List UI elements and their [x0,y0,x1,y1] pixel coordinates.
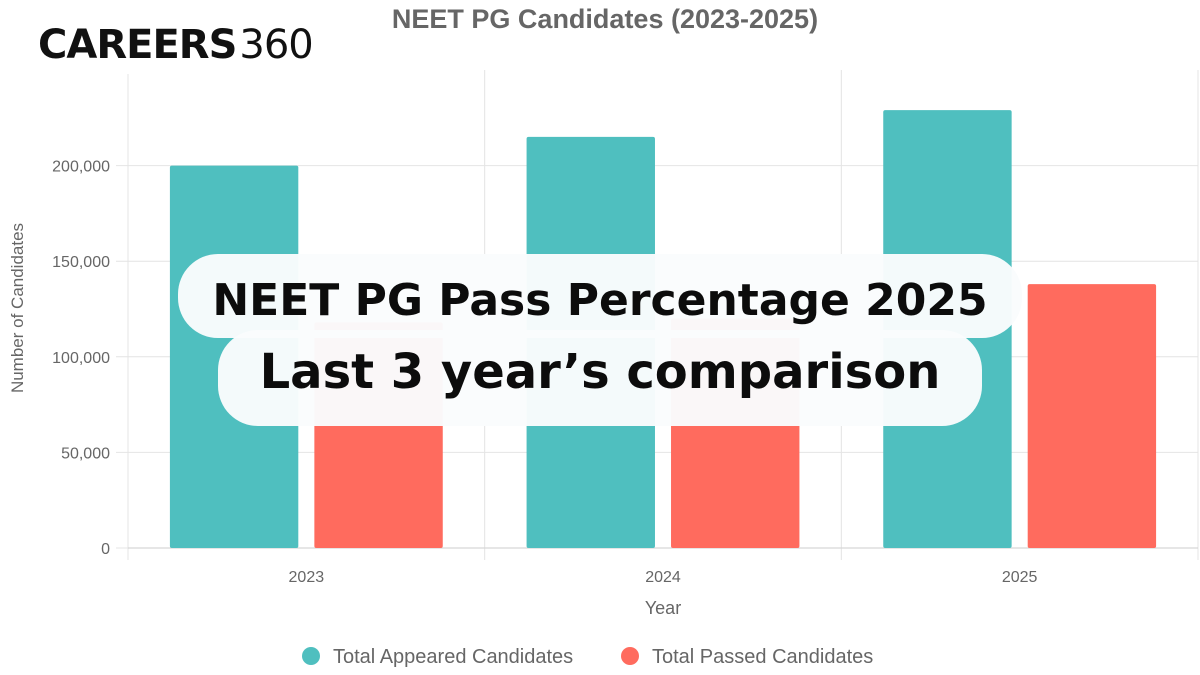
y-tick-label: 100,000 [52,350,110,367]
legend[interactable]: Total Appeared Candidates Total Passed Ca… [302,646,873,668]
bar-2025-passed[interactable] [1027,284,1157,548]
y-axis-ticks: 0 50,000 100,000 150,000 200,000 [52,159,110,558]
y-tick-label: 0 [101,541,110,558]
x-axis-ticks: 2023 2024 2025 [289,569,1038,586]
overlay-card-top [178,254,1022,338]
y-tick-label: 200,000 [52,159,110,176]
x-tick-label: 2025 [1002,569,1038,586]
legend-swatch[interactable] [621,647,639,665]
logo-text-light: 360 [239,22,313,68]
x-tick-label: 2024 [645,569,681,586]
y-axis-label: Number of Candidates [8,223,27,393]
chart-title: NEET PG Candidates (2023-2025) [392,4,818,34]
overlay-card-bottom [218,330,982,426]
legend-swatch[interactable] [302,647,320,665]
y-tick-label: 50,000 [61,445,110,462]
careers360-logo: CAREERS 360 [38,22,319,74]
legend-label[interactable]: Total Appeared Candidates [333,646,573,668]
headline-subtitle: Last 3 year’s comparison [259,343,941,400]
headline-title: NEET PG Pass Percentage 2025 [212,274,988,326]
headline-overlay: NEET PG Pass Percentage 2025 Last 3 year… [172,254,1028,426]
logo-text-bold: CAREERS [38,22,237,68]
y-tick-label: 150,000 [52,254,110,271]
x-axis-label: Year [645,598,681,618]
x-tick-label: 2023 [289,569,325,586]
legend-label[interactable]: Total Passed Candidates [652,646,873,668]
